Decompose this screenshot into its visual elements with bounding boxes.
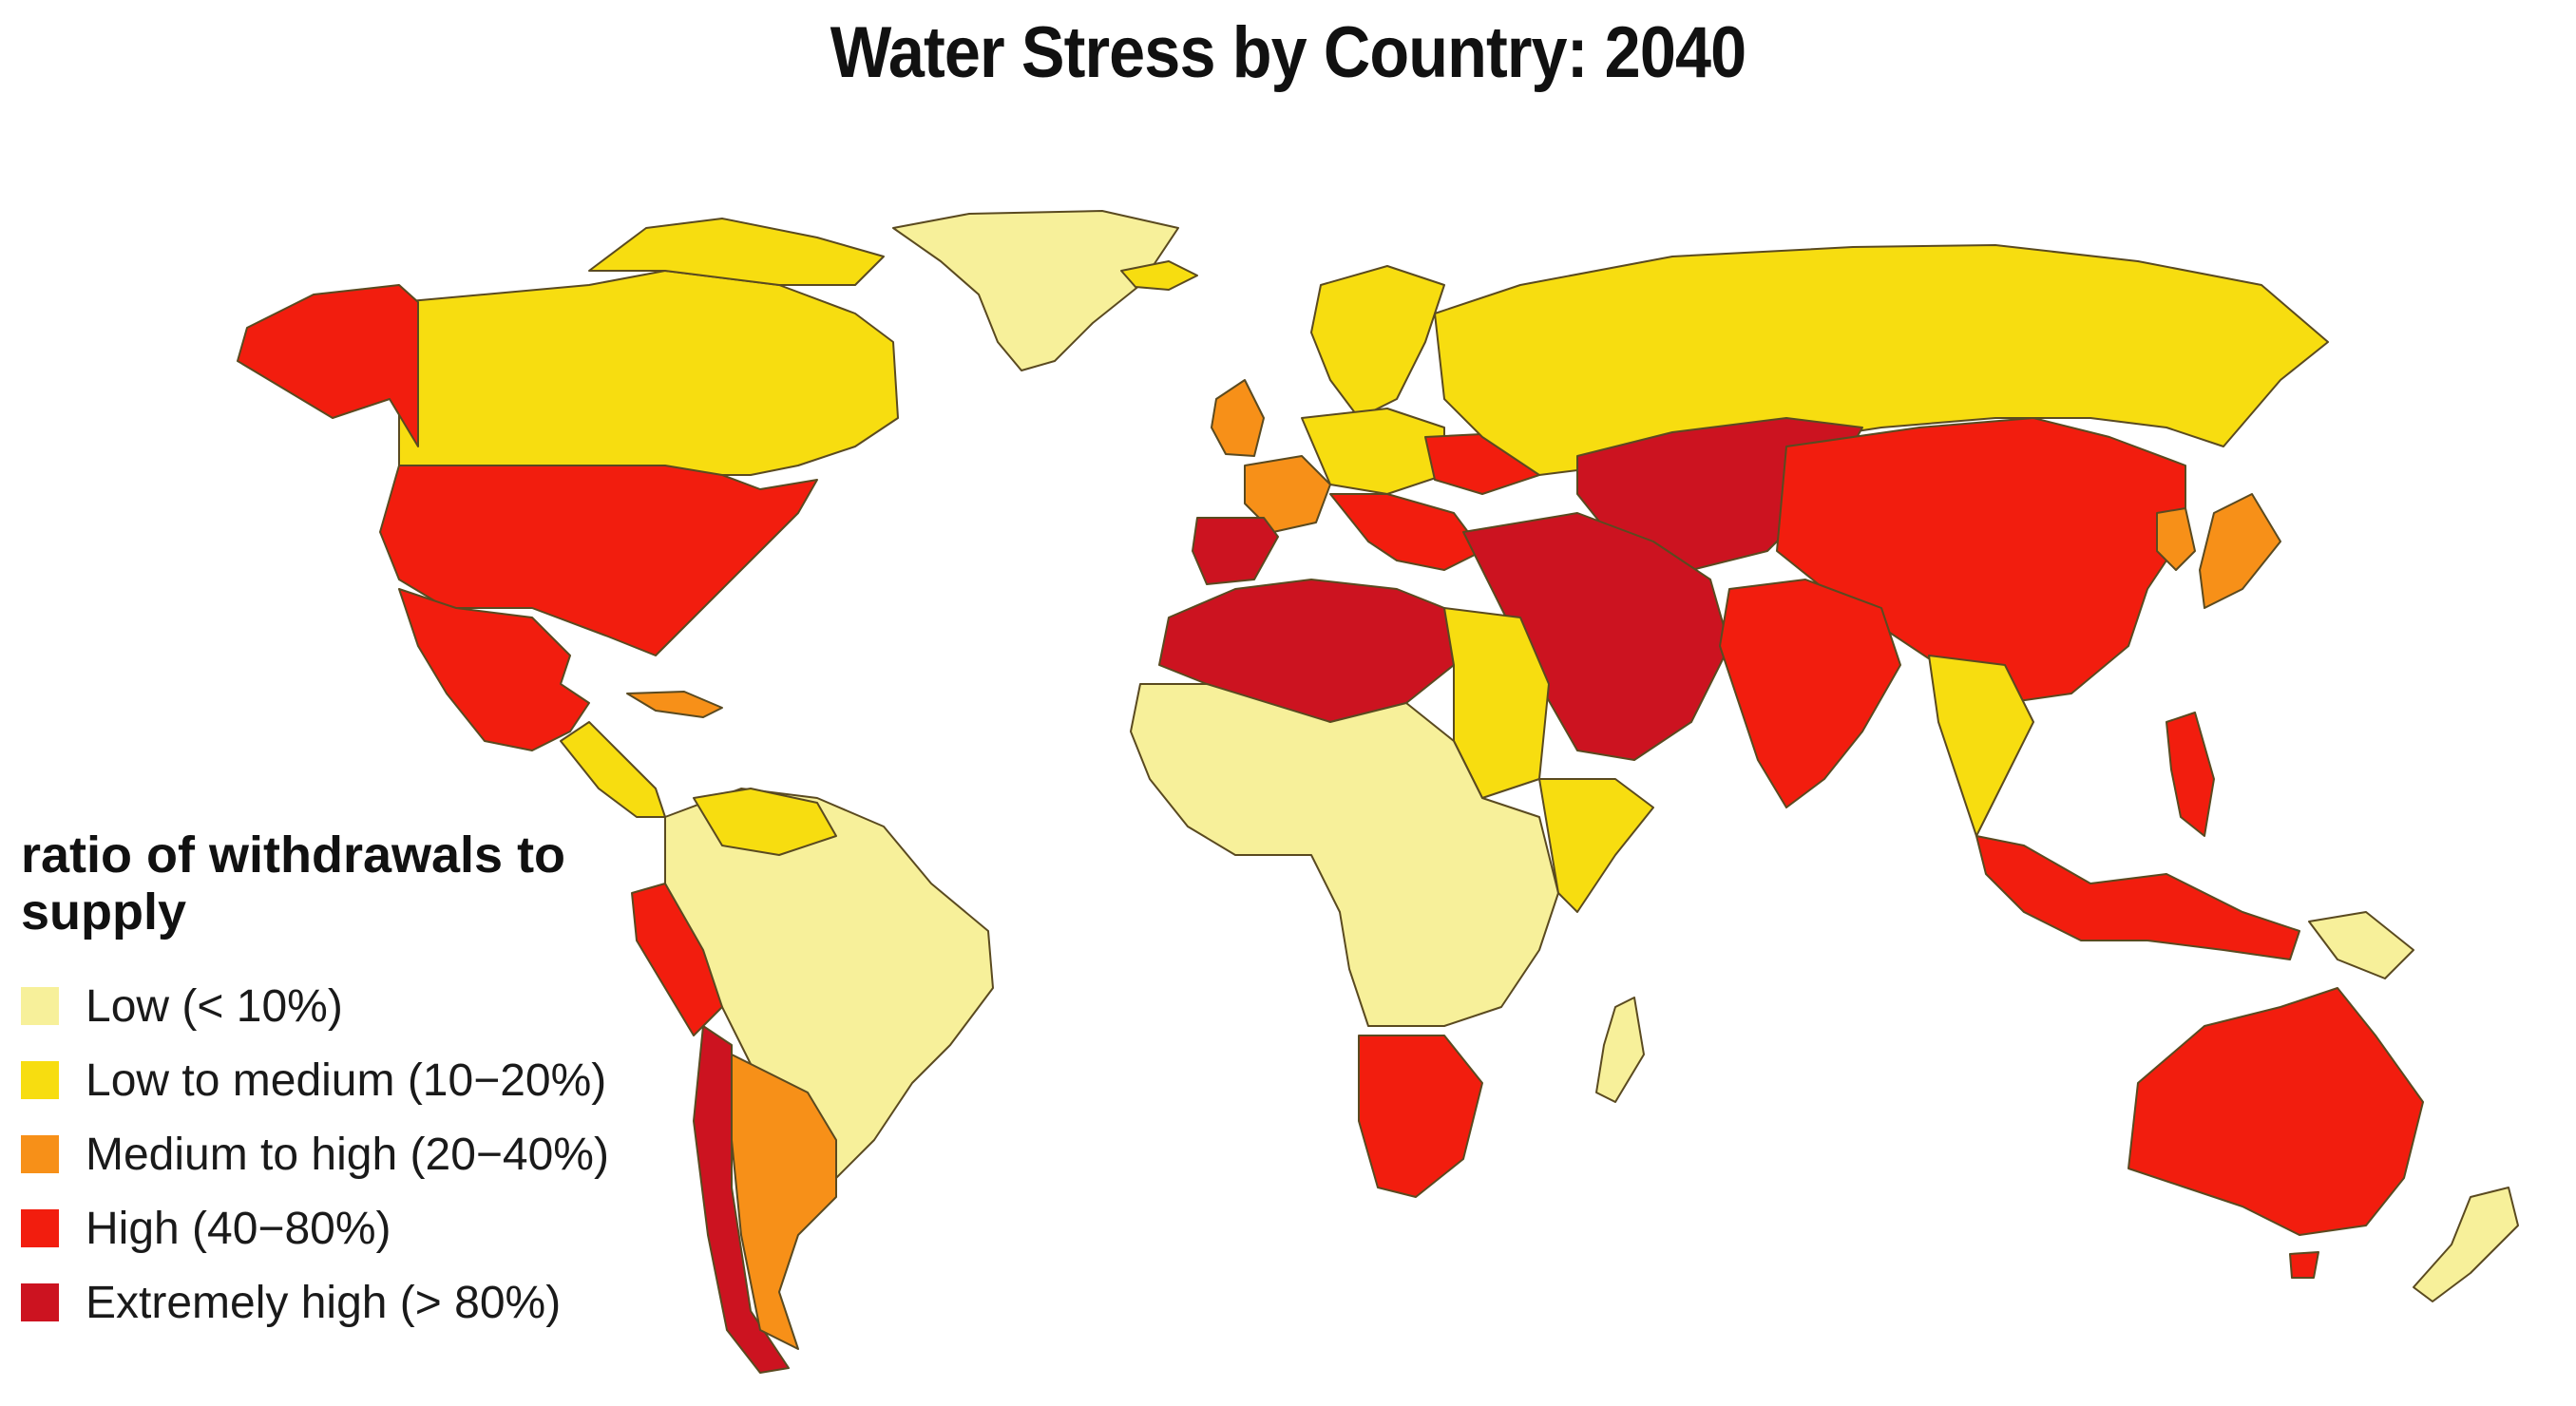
region-russia: [1434, 244, 2329, 476]
region-sub-saharan-africa: [1130, 683, 1559, 1027]
region-peru: [631, 883, 723, 1036]
legend-item-low: Low (< 10%): [21, 969, 686, 1043]
region-papua-new-guinea: [2308, 911, 2414, 979]
region-iberia: [1192, 517, 1279, 585]
region-australia: [2128, 987, 2424, 1236]
legend: ratio of withdrawals to supply Low (< 10…: [21, 826, 686, 1340]
region-korea: [2156, 507, 2196, 571]
region-usa: [379, 465, 818, 656]
region-horn-of-africa: [1538, 778, 1654, 913]
region-mexico: [398, 588, 590, 751]
region-argentina: [731, 1054, 837, 1350]
legend-swatch-low: [21, 987, 59, 1025]
region-italy-balkans: [1329, 493, 1483, 571]
region-india: [1719, 579, 1901, 808]
region-philippines: [2166, 712, 2215, 837]
region-southeast-asia: [1928, 655, 2034, 837]
region-greenland: [892, 210, 1179, 371]
region-north-africa: [1158, 579, 1455, 723]
region-indonesia: [1975, 835, 2300, 960]
legend-swatch-low-to-medium: [21, 1061, 59, 1099]
legend-label-low: Low (< 10%): [86, 980, 343, 1032]
region-central-america: [560, 721, 666, 818]
region-southern-africa: [1358, 1035, 1483, 1198]
legend-title: ratio of withdrawals to supply: [21, 826, 566, 940]
region-cuba: [626, 691, 723, 718]
region-scandinavia: [1310, 265, 1445, 419]
region-uk-ireland: [1211, 379, 1265, 457]
region-japan: [2199, 493, 2281, 609]
region-tasmania: [2289, 1251, 2319, 1279]
legend-label-low-to-medium: Low to medium (10−20%): [86, 1054, 607, 1106]
legend-label-extremely-high: Extremely high (> 80%): [86, 1277, 562, 1328]
region-canada: [398, 270, 899, 476]
legend-swatch-medium-to-high: [21, 1135, 59, 1173]
legend-item-low-to-medium: Low to medium (10−20%): [21, 1043, 686, 1117]
region-alaska: [237, 284, 419, 447]
legend-swatch-high: [21, 1209, 59, 1247]
region-canadian-arctic-islands: [588, 218, 885, 286]
legend-item-medium-to-high: Medium to high (20−40%): [21, 1117, 686, 1191]
region-egypt-sudan: [1443, 607, 1550, 799]
region-madagascar: [1595, 997, 1645, 1103]
legend-swatch-extremely-high: [21, 1283, 59, 1321]
legend-item-high: High (40−80%): [21, 1191, 686, 1265]
legend-item-extremely-high: Extremely high (> 80%): [21, 1265, 686, 1340]
region-iceland: [1120, 260, 1198, 291]
legend-label-medium-to-high: Medium to high (20−40%): [86, 1129, 609, 1180]
region-venezuela-guyana: [693, 788, 837, 856]
region-france: [1244, 455, 1331, 533]
map-title: Water Stress by Country: 2040: [830, 12, 1746, 93]
legend-label-high: High (40−80%): [86, 1203, 391, 1254]
legend-items: Low (< 10%) Low to medium (10−20%) Mediu…: [21, 969, 686, 1340]
region-new-zealand: [2413, 1187, 2519, 1302]
